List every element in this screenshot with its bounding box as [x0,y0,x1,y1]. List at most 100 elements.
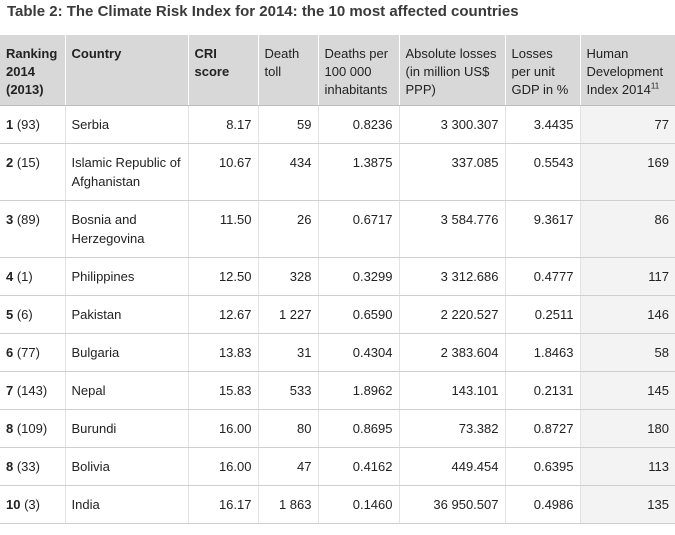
cell-losses-per-gdp: 0.2511 [504,295,580,334]
cell-cri-score: 13.83 [187,333,258,372]
cell-absolute-losses: 3 300.307 [398,105,505,144]
cell-death-toll: 59 [257,105,318,144]
rank-2014: 6 [6,345,14,360]
table-row: 4 (1) Philippines 12.50 328 0.3299 3 312.686 0… [0,257,675,296]
cell-ranking: 10 (3) [0,485,65,524]
header-cri-score: CRI score [187,35,258,106]
cell-death-toll: 1 863 [257,485,318,524]
cell-cri-score: 15.83 [187,371,258,410]
rank-2014: 1 [6,117,14,132]
rank-2013: (93) [13,117,40,132]
header-country: Country [64,35,188,106]
rank-2013: (33) [13,459,40,474]
rank-2014: 3 [6,212,14,227]
table-row: 8 (109) Burundi 16.00 80 0.8695 73.382 0.8727 1… [0,409,675,448]
cell-country: Burundi [64,409,188,448]
cell-cri-score: 10.67 [187,143,258,201]
cell-losses-per-gdp: 3.4435 [504,105,580,144]
table-row: 10 (3) India 16.17 1 863 0.1460 36 950.507 0.4… [0,485,675,524]
cell-ranking: 6 (77) [0,333,65,372]
cell-cri-score: 16.00 [187,409,258,448]
cell-country: Philippines [64,257,188,296]
cell-death-toll: 533 [257,371,318,410]
rank-2014: 8 [6,421,14,436]
cell-losses-per-gdp: 0.5543 [504,143,580,201]
cell-country: Pakistan [64,295,188,334]
cell-absolute-losses: 143.101 [398,371,505,410]
cell-absolute-losses: 3 312.686 [398,257,505,296]
cell-hdi: 113 [579,447,675,486]
climate-risk-table: Ranking 2014 (2013) Country CRI score De… [0,35,675,524]
cell-death-toll: 47 [257,447,318,486]
header-ranking: Ranking 2014 (2013) [0,35,65,106]
rank-2014: 2 [6,155,14,170]
cell-deaths-per-100000: 0.8695 [317,409,399,448]
rank-2014: 7 [6,383,14,398]
table-row: 3 (89) Bosnia and Herzegovina 11.50 26 0.671… [0,200,675,258]
cell-ranking: 1 (93) [0,105,65,144]
cell-cri-score: 12.67 [187,295,258,334]
cell-absolute-losses: 36 950.507 [398,485,505,524]
cell-country: Bolivia [64,447,188,486]
rank-2014: 4 [6,269,14,284]
cell-death-toll: 328 [257,257,318,296]
rank-2014: 10 [6,497,21,512]
rank-2013: (89) [13,212,40,227]
cell-hdi: 77 [579,105,675,144]
cell-losses-per-gdp: 0.2131 [504,371,580,410]
cell-deaths-per-100000: 0.3299 [317,257,399,296]
header-absolute-losses: Absolute losses (in million US$ PPP) [398,35,505,106]
cell-cri-score: 8.17 [187,105,258,144]
table-row: 1 (93) Serbia 8.17 59 0.8236 3 300.307 3.4435 7… [0,105,675,144]
table-row: 8 (33) Bolivia 16.00 47 0.4162 449.454 0.6395 1… [0,447,675,486]
cell-losses-per-gdp: 9.3617 [504,200,580,258]
rank-2013: (3) [20,497,40,512]
cell-hdi: 117 [579,257,675,296]
cell-ranking: 5 (6) [0,295,65,334]
rank-2013: (1) [13,269,33,284]
cell-country: Islamic Republic of Afghanistan [64,143,188,201]
cell-absolute-losses: 2 220.527 [398,295,505,334]
cell-absolute-losses: 3 584.776 [398,200,505,258]
header-row: Ranking 2014 (2013) Country CRI score De… [0,35,675,106]
table-row: 5 (6) Pakistan 12.67 1 227 0.6590 2 220.527 0.… [0,295,675,334]
cell-losses-per-gdp: 0.6395 [504,447,580,486]
cell-cri-score: 16.00 [187,447,258,486]
rank-2013: (109) [13,421,48,436]
cell-country: India [64,485,188,524]
cell-deaths-per-100000: 0.1460 [317,485,399,524]
cell-death-toll: 434 [257,143,318,201]
cell-hdi: 180 [579,409,675,448]
cell-death-toll: 1 227 [257,295,318,334]
header-death-toll: Death toll [257,35,318,106]
table-title: Table 2: The Climate Risk Index for 2014… [7,3,519,20]
cell-absolute-losses: 337.085 [398,143,505,201]
cell-absolute-losses: 449.454 [398,447,505,486]
cell-losses-per-gdp: 0.4986 [504,485,580,524]
cell-losses-per-gdp: 0.8727 [504,409,580,448]
header-deaths-per-100000: Deaths per 100 000 inhabitants [317,35,399,106]
cell-deaths-per-100000: 0.4162 [317,447,399,486]
cell-country: Bulgaria [64,333,188,372]
table-row: 2 (15) Islamic Republic of Afghanistan 10.… [0,143,675,201]
cell-hdi: 86 [579,200,675,258]
cell-country: Bosnia and Herzegovina [64,200,188,258]
cell-deaths-per-100000: 1.3875 [317,143,399,201]
cell-country: Serbia [64,105,188,144]
cell-deaths-per-100000: 0.6590 [317,295,399,334]
header-losses-per-gdp: Losses per unit GDP in % [504,35,580,106]
cell-ranking: 8 (33) [0,447,65,486]
cell-absolute-losses: 2 383.604 [398,333,505,372]
header-hdi: Human Development Index 201411 [579,35,675,106]
cell-hdi: 169 [579,143,675,201]
cell-deaths-per-100000: 0.8236 [317,105,399,144]
rank-2014: 8 [6,459,14,474]
cell-country: Nepal [64,371,188,410]
cell-death-toll: 80 [257,409,318,448]
rank-2013: (6) [13,307,33,322]
cell-hdi: 58 [579,333,675,372]
cell-deaths-per-100000: 1.8962 [317,371,399,410]
cell-hdi: 146 [579,295,675,334]
cell-ranking: 4 (1) [0,257,65,296]
table-row: 7 (143) Nepal 15.83 533 1.8962 143.101 0.2131 1… [0,371,675,410]
